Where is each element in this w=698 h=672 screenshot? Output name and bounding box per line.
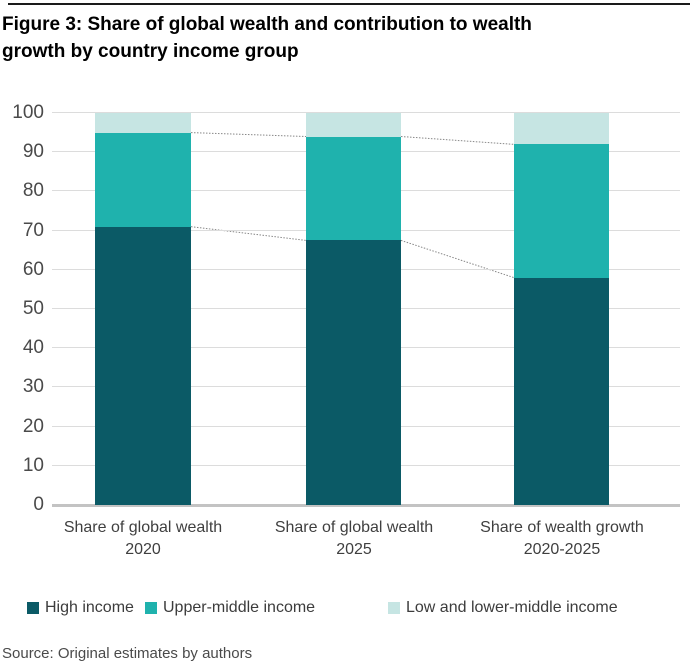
legend: High income Upper-middle income Low and … bbox=[0, 599, 698, 623]
connector-0-0 bbox=[190, 226, 307, 241]
gridline-100 bbox=[52, 112, 680, 113]
y-tick-label-0: 0 bbox=[33, 494, 44, 515]
connector-lines bbox=[190, 132, 515, 279]
y-tick-label-10: 10 bbox=[22, 454, 44, 476]
x-axis-baseline bbox=[52, 504, 680, 507]
bar-0-segment-1 bbox=[95, 132, 191, 227]
y-tick-label-30: 30 bbox=[22, 376, 44, 398]
bar-1-segment-2 bbox=[306, 113, 401, 137]
legend-swatch-upper-middle-income bbox=[145, 602, 157, 614]
x-axis-label-2020: Share of global wealth 2020 bbox=[63, 519, 223, 558]
legend-swatch-high-income bbox=[27, 602, 39, 614]
legend-label-high-income: High income bbox=[45, 599, 134, 616]
bar-1-segment-0 bbox=[306, 240, 401, 505]
figure-title-line1: Figure 3: Share of global wealth and con… bbox=[2, 14, 532, 35]
y-tick-label-20: 20 bbox=[22, 415, 44, 437]
source-note: Source: Original estimates by authors bbox=[2, 645, 253, 662]
y-tick-label-70: 70 bbox=[22, 219, 44, 241]
legend-label-upper-middle-income: Upper-middle income bbox=[163, 599, 316, 616]
y-tick-label-60: 60 bbox=[22, 258, 44, 280]
bar-0-segment-0 bbox=[95, 226, 191, 505]
y-tick-label-100: 100 bbox=[12, 102, 44, 123]
figure-title-line2: growth by country income group bbox=[2, 41, 299, 62]
legend-item-low-lower-middle-income: Low and lower-middle income bbox=[388, 599, 618, 617]
legend-swatch-low-lower-middle-income bbox=[388, 602, 400, 614]
legend-label-low-lower-middle-income: Low and lower-middle income bbox=[406, 599, 618, 616]
y-tick-label-40: 40 bbox=[22, 337, 44, 359]
connector-1-1 bbox=[400, 136, 515, 145]
y-tick-label-90: 90 bbox=[22, 141, 44, 163]
x-axis-label-2025: Share of global wealth 2025 bbox=[274, 519, 434, 558]
bar-1-segment-1 bbox=[306, 136, 401, 241]
bar-0-segment-2 bbox=[95, 113, 191, 133]
plot-area: Share of global wealth 2020 Share of glo… bbox=[12, 102, 680, 558]
top-rule bbox=[8, 3, 690, 5]
connector-0-1 bbox=[190, 132, 307, 138]
y-tick-label-50: 50 bbox=[22, 298, 44, 319]
legend-item-upper-middle-income: Upper-middle income bbox=[145, 599, 315, 617]
bar-2-segment-1 bbox=[514, 144, 609, 278]
connector-1-0 bbox=[400, 239, 515, 279]
bar-2-segment-0 bbox=[514, 277, 609, 505]
y-tick-label-80: 80 bbox=[22, 180, 44, 202]
x-axis-label-growth: Share of wealth growth 2020-2025 bbox=[480, 519, 644, 558]
figure-title: Figure 3: Share of global wealth and con… bbox=[2, 11, 682, 65]
legend-item-high-income: High income bbox=[27, 599, 134, 617]
bar-2-segment-2 bbox=[514, 113, 609, 145]
